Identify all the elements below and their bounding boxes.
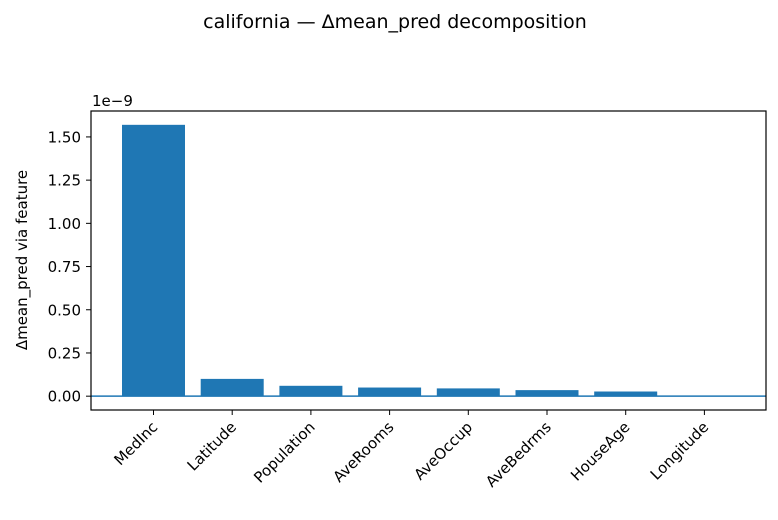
x-tick-label-population: Population	[250, 418, 318, 486]
y-tick-label: 0.50	[48, 301, 81, 319]
y-tick-label: 0.00	[48, 388, 81, 406]
y-axis-offset-label: 1e−9	[92, 92, 133, 110]
bar-avebedrms	[515, 390, 579, 397]
y-tick-label: 1.00	[48, 215, 81, 233]
chart-title: california — Δmean_pred decomposition	[203, 11, 587, 33]
bar-houseage	[594, 391, 658, 397]
x-tick-label-averooms: AveRooms	[330, 418, 398, 486]
y-tick-label: 1.50	[48, 128, 81, 146]
x-tick-label-longitude: Longitude	[647, 418, 712, 483]
bar-medinc	[122, 124, 185, 397]
y-tick-label: 0.25	[48, 344, 81, 362]
bar-averooms	[358, 387, 422, 397]
x-tick-label-houseage: HouseAge	[567, 418, 633, 484]
bars-group	[122, 124, 736, 397]
x-tick-label-latitude: Latitude	[184, 418, 240, 474]
y-tick-label: 0.75	[48, 258, 81, 276]
x-tick-label-avebedrms: AveBedrms	[482, 418, 555, 491]
plot-area-frame	[90, 110, 767, 411]
bar-population	[279, 385, 343, 397]
x-tick-label-aveoccup: AveOccup	[410, 418, 476, 484]
bar-aveoccup	[436, 388, 500, 397]
bar-latitude	[200, 378, 264, 397]
y-tick-label: 1.25	[48, 172, 81, 190]
x-axis-ticks: MedInc Latitude Population AveRooms AveOccup…	[111, 410, 712, 491]
y-axis-ticks: 0.00 0.25 0.50 0.75 1.00 1.25 1.50	[48, 128, 91, 406]
y-axis-label: Δmean_pred via feature	[13, 170, 32, 350]
x-tick-label-medinc: MedInc	[111, 418, 162, 469]
